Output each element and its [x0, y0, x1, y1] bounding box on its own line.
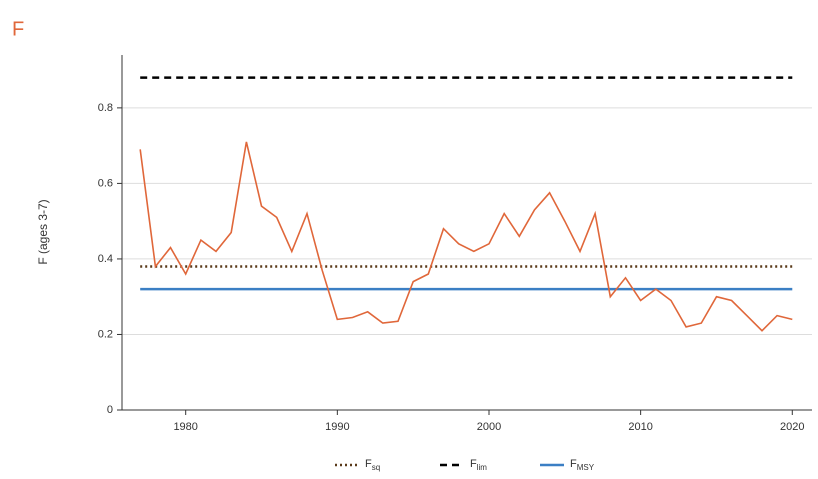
y-tick-label: 0.2: [98, 328, 113, 340]
panel-label: F: [12, 18, 24, 40]
y-tick-label: 0.4: [98, 253, 113, 265]
legend-label: Fsq: [365, 458, 380, 472]
legend-label: FMSY: [570, 458, 595, 472]
y-tick-label: 0.6: [98, 177, 113, 189]
y-tick-label: 0.8: [98, 102, 113, 114]
x-tick-label: 1980: [173, 421, 197, 433]
legend-name: F: [470, 458, 477, 470]
x-tick-label: 2010: [628, 421, 652, 433]
legend-name: F: [365, 458, 372, 470]
legend-subscript: lim: [477, 463, 488, 472]
data-line: [139, 141, 793, 332]
legend-subscript: sq: [372, 463, 380, 472]
legend-subscript: MSY: [577, 463, 595, 472]
legend-label: Flim: [470, 458, 487, 472]
x-tick-label: 2000: [477, 421, 501, 433]
y-axis-label: F (ages 3-7): [36, 199, 50, 264]
y-tick-label: 0: [107, 404, 113, 416]
x-tick-label: 2020: [780, 421, 804, 433]
x-tick-label: 1990: [325, 421, 349, 433]
legend-name: F: [570, 458, 577, 470]
